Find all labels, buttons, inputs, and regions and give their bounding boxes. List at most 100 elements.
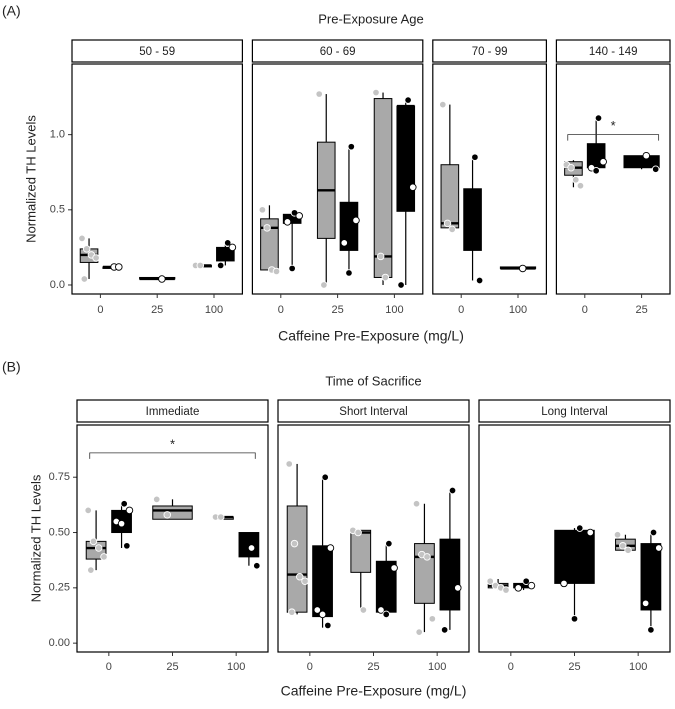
x-tick-label: 25 [331,304,343,316]
data-point [82,245,91,253]
x-tick-label: 0 [582,304,588,316]
box [339,201,359,251]
data-point [272,267,281,276]
facet-panel [555,63,671,295]
x-axis-label: Caffeine Pre-Exposure (mg/L) [278,328,464,344]
box [373,98,393,278]
x-tick-label: 100 [227,661,245,673]
data-point [84,506,92,515]
data-point [404,96,412,104]
data-point [655,544,663,552]
data-point [409,183,417,192]
data-point [217,513,225,521]
facet-strip [478,399,671,423]
data-point [412,500,421,508]
data-point [572,176,580,184]
data-point [586,528,595,537]
panel-label: (B) [2,359,21,375]
facet-label: 60 - 69 [320,46,356,58]
data-point [377,606,385,614]
data-point [502,586,510,594]
data-point [78,234,86,243]
data-point [576,524,584,532]
data-point [641,599,650,608]
x-tick-label: 100 [428,661,446,673]
box [286,505,308,613]
data-point [94,544,103,552]
data-point [518,264,527,273]
data-point [263,224,271,232]
y-axis-label: Normalized TH Levels [28,474,43,602]
facet-label: 50 - 59 [139,46,175,58]
facet-strip [251,39,424,63]
box [152,505,193,520]
x-tick-label: 0 [307,661,313,673]
data-point [123,542,131,550]
data-point [340,239,349,247]
data-point [295,573,304,581]
data-point [115,263,123,271]
data-point [471,153,479,161]
data-point [382,610,390,619]
data-point [624,546,632,554]
data-point [642,151,651,160]
data-point [347,142,356,151]
data-point [619,542,627,550]
data-point [290,539,299,548]
data-point [352,216,360,225]
data-point [324,621,332,630]
facet-strip [555,39,671,63]
data-point [288,264,296,273]
data-point [567,163,575,172]
data-point [152,495,161,504]
data-point [87,566,95,574]
significance-bracket [567,134,660,141]
box [554,529,595,584]
data-point [475,276,484,285]
data-point [372,88,380,97]
x-tick-label: 0 [278,304,284,316]
facet-label: 70 - 99 [472,46,508,58]
data-point [560,579,568,588]
data-point [253,561,261,570]
x-tick-label: 100 [385,304,403,316]
data-point [258,206,267,214]
facet-strip [277,399,470,423]
data-point [647,626,655,634]
chart-title: Pre-Exposure Age [318,11,424,26]
data-point [440,626,449,634]
data-point [89,537,98,546]
data-point [100,553,108,561]
box [396,105,416,212]
x-tick-label: 100 [205,304,223,316]
x-tick-label: 100 [629,661,647,673]
data-point [576,182,585,190]
significance-label: * [611,118,616,133]
data-point [649,528,658,537]
data-point [158,275,166,283]
data-point [454,584,462,592]
data-point [247,544,256,552]
facet-label: Long Interval [541,406,608,418]
data-point [385,539,393,548]
data-point [390,564,398,572]
data-point [599,157,607,166]
data-point [196,261,205,270]
y-tick-label: 0.75 [49,471,70,483]
data-point [514,584,523,592]
y-tick-label: 0.5 [50,204,65,216]
data-point [592,166,600,175]
data-point [527,581,536,590]
data-point [522,577,530,585]
data-point [354,528,362,537]
significance-bracket [89,452,256,459]
x-tick-label: 0 [106,661,112,673]
box [463,188,482,251]
x-tick-label: 25 [367,661,379,673]
facet-strip [71,39,243,63]
data-point [486,577,494,585]
box [350,529,372,573]
data-point [92,254,100,262]
data-point [223,239,232,247]
